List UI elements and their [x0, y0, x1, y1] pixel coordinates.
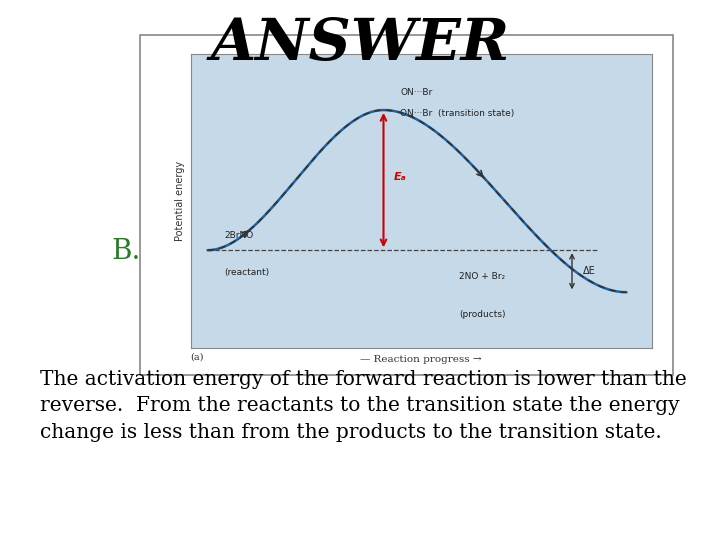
Y-axis label: Potential energy: Potential energy	[175, 161, 185, 241]
Text: The activation energy of the forward reaction is lower than the
reverse.  From t: The activation energy of the forward rea…	[40, 370, 686, 442]
Text: Eₐ: Eₐ	[394, 172, 407, 183]
Text: (products): (products)	[459, 310, 505, 320]
Text: 2BrNO: 2BrNO	[225, 231, 253, 240]
Text: B.: B.	[112, 238, 141, 265]
Text: ON···Br: ON···Br	[400, 89, 433, 97]
Text: — Reaction progress →: — Reaction progress →	[361, 355, 482, 364]
Text: ON···Br  (transition state): ON···Br (transition state)	[400, 109, 515, 118]
Text: (a): (a)	[190, 352, 204, 361]
Text: 2NO + Br₂: 2NO + Br₂	[459, 272, 505, 281]
Text: ΔE: ΔE	[582, 266, 595, 276]
Text: ANSWER: ANSWER	[210, 16, 510, 73]
Text: (reactant): (reactant)	[225, 268, 269, 278]
